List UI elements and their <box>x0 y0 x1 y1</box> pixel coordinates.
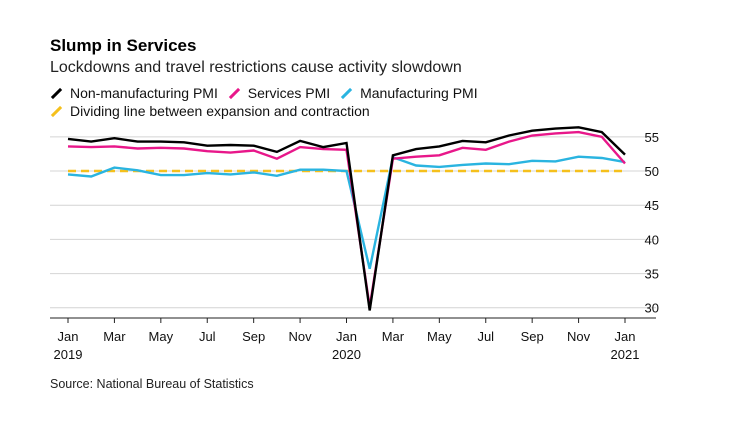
legend-item-manufacturing: Manufacturing PMI <box>340 85 478 101</box>
legend-label-dividing-line: Dividing line between expansion and cont… <box>70 103 370 119</box>
legend-row-2: Dividing line between expansion and cont… <box>50 103 376 119</box>
y-tick-label: 30 <box>645 301 659 316</box>
legend: Non-manufacturing PMI Services PMI Manuf… <box>50 85 484 101</box>
x-tick-label: Jan <box>336 329 357 344</box>
x-tick-label: May <box>427 329 452 344</box>
legend-label-manufacturing: Manufacturing PMI <box>360 85 478 101</box>
x-tick-label: Jan <box>58 329 79 344</box>
y-tick-label: 35 <box>645 267 659 282</box>
x-tick-label: Nov <box>567 329 591 344</box>
series-line-services-pmi <box>67 130 626 308</box>
x-tick-year-label: 2019 <box>54 347 83 362</box>
y-tick-label: 55 <box>645 130 659 145</box>
chart-title: Slump in Services <box>50 36 197 55</box>
legend-item-services: Services PMI <box>228 85 330 101</box>
x-tick-label: Jul <box>199 329 216 344</box>
x-tick-label: Mar <box>103 329 126 344</box>
y-tick-label: 45 <box>645 198 659 213</box>
chart-subtitle: Lockdowns and travel restrictions cause … <box>50 59 462 76</box>
x-tick-year-label: 2021 <box>611 347 640 362</box>
series-line-manufacturing-pmi <box>67 155 626 270</box>
x-tick-label: Mar <box>382 329 405 344</box>
x-tick-label: Sep <box>242 329 265 344</box>
x-tick-label: Jan <box>615 329 636 344</box>
source-note: Source: National Bureau of Statistics <box>50 377 254 391</box>
legend-label-non-manufacturing: Non-manufacturing PMI <box>70 85 218 101</box>
x-tick-year-label: 2020 <box>332 347 361 362</box>
x-tick-label: May <box>149 329 174 344</box>
x-tick-label: Jul <box>477 329 494 344</box>
legend-label-services: Services PMI <box>247 85 331 101</box>
x-tick-label: Nov <box>289 329 313 344</box>
legend-item-dividing-line: Dividing line between expansion and cont… <box>50 103 370 119</box>
y-tick-label: 50 <box>645 164 659 179</box>
series-line-non-manufacturing-pmi <box>67 126 626 311</box>
x-tick-label: Sep <box>521 329 544 344</box>
legend-item-non-manufacturing: Non-manufacturing PMI <box>50 85 218 101</box>
y-tick-label: 40 <box>645 232 659 247</box>
